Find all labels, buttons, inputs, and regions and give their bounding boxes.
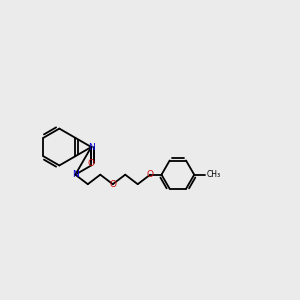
Text: O: O: [147, 170, 154, 179]
Text: O: O: [88, 159, 95, 168]
Text: N: N: [72, 170, 79, 179]
Text: N: N: [88, 142, 94, 152]
Text: O: O: [109, 180, 116, 189]
Text: CH₃: CH₃: [207, 170, 221, 179]
